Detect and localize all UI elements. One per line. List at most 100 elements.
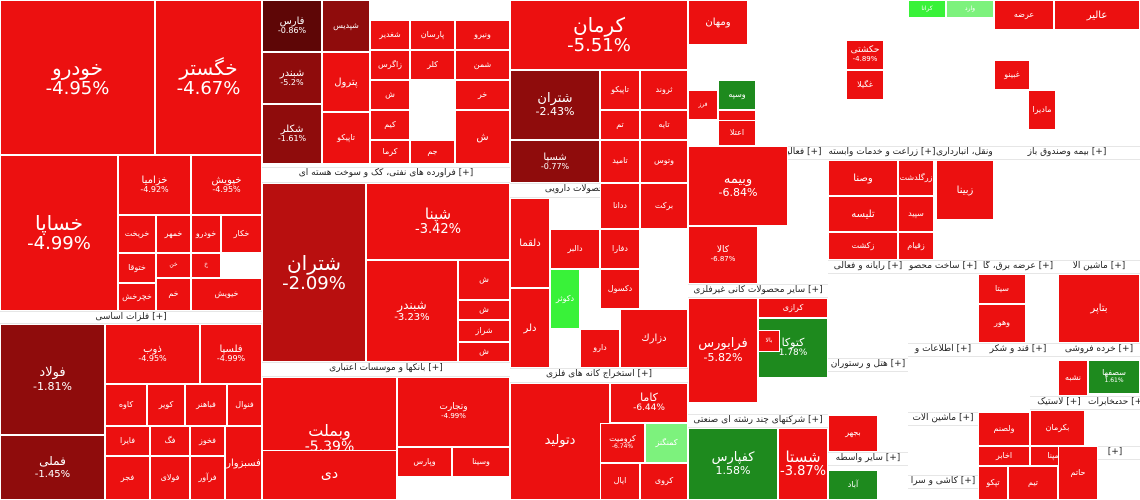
tile-فایرا[interactable]: فایرا xyxy=(105,426,150,456)
tile-کرما[interactable]: کرما xyxy=(370,140,410,164)
tile-خم[interactable]: خم xyxy=(156,278,191,311)
tile-شتران[interactable]: شتران -2.09% xyxy=(262,183,366,362)
tile-ومهان[interactable]: ومهان xyxy=(688,0,748,45)
tile-سصفها[interactable]: سصفها 1.61% xyxy=(1088,360,1140,394)
sector-label[interactable]: ماشین آلا [+] xyxy=(1058,260,1140,274)
tile-تاپیکو[interactable]: تاپیکو xyxy=(600,70,640,110)
tile-مادیرا[interactable]: مادیرا xyxy=(1028,90,1056,130)
sector-label[interactable]: زراعت و خدمات وابسته [+] xyxy=(828,146,936,160)
tile-غگیلا[interactable]: غگیلا xyxy=(846,70,884,100)
tile-تایه[interactable]: تایه xyxy=(640,110,688,140)
tile-حاتم[interactable]: حاتم xyxy=(1058,446,1098,500)
tile-دکوثر[interactable]: دکوثر xyxy=(550,269,580,329)
tile-فولاد[interactable]: فولاد -1.81% xyxy=(0,324,105,435)
tile-وتوس[interactable]: وتوس xyxy=(640,140,688,183)
tile-وبیمه[interactable]: وبیمه -6.84% xyxy=(688,146,788,226)
tile-شپدیس[interactable]: شپدیس xyxy=(322,0,370,52)
sector-label[interactable]: مخابرات [+] xyxy=(1088,396,1118,410)
tile-خپویش[interactable]: خپویش -4.95% xyxy=(191,155,262,215)
tile-اخابر[interactable]: اخابر xyxy=(978,446,1030,466)
tile-دلقما[interactable]: دلقما xyxy=(510,198,550,288)
tile-زرگلدشت[interactable]: زرگلدشت xyxy=(898,160,934,196)
tile-خریخت[interactable]: خریخت xyxy=(118,215,156,253)
tile-جم[interactable]: جم xyxy=(410,140,455,164)
tile-فلسپا[interactable]: فلسپا -4.99% xyxy=(200,324,262,384)
tile-تلیسه[interactable]: تلیسه xyxy=(828,196,898,232)
tile-خمهر[interactable]: خمهر xyxy=(156,215,191,253)
tile-وپارس[interactable]: وپارس xyxy=(397,447,452,477)
tile-وتجارت[interactable]: وتجارت -4.99% xyxy=(397,377,510,447)
tile-دفارا[interactable]: دفارا xyxy=(600,229,640,269)
tile-کیم[interactable]: کیم xyxy=(370,110,410,140)
sector-label[interactable]: لاستیک [+] xyxy=(1030,396,1088,410)
tile-کلر[interactable]: کلر xyxy=(410,50,455,80)
tile-خساپا[interactable]: خساپا -4.99% xyxy=(0,155,118,311)
tile-کرمان[interactable]: کرمان -5.51% xyxy=(510,0,688,70)
sector-label[interactable]: حد [+] xyxy=(1118,396,1140,410)
sector-label[interactable]: [+] xyxy=(1090,446,1140,460)
tile-خودرو[interactable]: خودرو -4.95% xyxy=(0,0,155,155)
sector-label[interactable]: فلزات اساسی [+] xyxy=(0,311,262,324)
tile-خگستر[interactable]: خگستر -4.67% xyxy=(155,0,262,155)
sector-label[interactable]: فراورده های نفتی، کک و سوخت هسته ای [+] xyxy=(262,167,510,183)
tile-شکلر[interactable]: شکلر -1.61% xyxy=(262,104,322,164)
tile-کاوه[interactable]: کاوه xyxy=(105,384,147,426)
sector-label[interactable]: استخراج کانه های فلزی [+] xyxy=(510,368,688,383)
sector-label[interactable]: خرده فروشی [+] xyxy=(1058,343,1140,357)
tile-بتاپر[interactable]: بتاپر xyxy=(1058,274,1140,343)
tile-شپنا[interactable]: شپنا -3.42% xyxy=(366,183,510,260)
tile-نشبه[interactable]: نشبه xyxy=(1058,360,1088,396)
tile-کالا[interactable]: کالا -6.87% xyxy=(688,226,758,284)
tile-خزامیا[interactable]: خزامیا -4.92% xyxy=(118,155,191,215)
tile-بالا[interactable]: بالا xyxy=(758,330,780,352)
tile-وارد[interactable]: وارد xyxy=(946,0,994,18)
sector-label[interactable]: بانکها و موسسات اعتباری [+] xyxy=(262,362,510,377)
tile-کرازی[interactable]: کرازی xyxy=(758,298,828,318)
tile-تاپیکو[interactable]: تاپیکو xyxy=(322,112,370,164)
tile-دی[interactable]: دی xyxy=(262,450,397,500)
tile-شراز[interactable]: شراز xyxy=(458,320,510,342)
tile-وسپه[interactable]: وسپه xyxy=(718,80,756,110)
tile-خچرخش[interactable]: خچرخش xyxy=(118,283,156,311)
sector-label[interactable]: رایانه و فعالی [+] xyxy=(828,260,908,274)
tile-کرومیت[interactable]: کرومیت -6.74% xyxy=(600,423,645,463)
tile-فولای[interactable]: فولای xyxy=(150,456,190,500)
tile-فسبزوار[interactable]: فسبزوار xyxy=(225,426,262,500)
tile-کمنگنز[interactable]: کمنگنز xyxy=(645,423,688,463)
tile-وسینا[interactable]: وسینا xyxy=(452,447,510,477)
tile-کرانا[interactable]: کرانا xyxy=(908,0,946,18)
tile-دالبر[interactable]: دالبر xyxy=(550,229,600,269)
tile-شمن[interactable]: شمن xyxy=(455,50,510,80)
tile-وهور[interactable]: وهور xyxy=(978,304,1026,343)
tile-شبندر[interactable]: شبندر -3.23% xyxy=(366,260,458,362)
tile-دارو[interactable]: دارو xyxy=(580,329,620,368)
sector-label[interactable]: سایر محصولات کانی غیرفلزی [+] xyxy=(688,284,828,298)
sector-label[interactable]: بیمه وصندوق باز [+] xyxy=(994,146,1140,160)
tile-ختوقا[interactable]: ختوقا xyxy=(118,253,156,283)
sector-label[interactable]: سایر واسطه [+] xyxy=(828,452,908,466)
tile-فنوال[interactable]: فنوال xyxy=(227,384,262,426)
tile-عرضه[interactable]: عرضه xyxy=(994,0,1054,30)
tile-بجهر[interactable]: بجهر xyxy=(828,415,878,452)
tile-بکرمان[interactable]: بکرمان xyxy=(1030,410,1085,446)
tile-سپید[interactable]: سپید xyxy=(898,196,934,232)
tile-خکار[interactable]: خکار xyxy=(221,215,262,253)
tile-زکشت[interactable]: زکشت xyxy=(828,232,898,260)
tile-فرآور[interactable]: فرآور xyxy=(190,456,225,500)
tile-عالیر[interactable]: عالیر xyxy=(1054,0,1140,30)
tile-زبینا[interactable]: زبینا xyxy=(936,160,994,220)
tile-زقیام[interactable]: زقیام xyxy=(898,232,934,260)
tile-خودرو[interactable]: خودرو xyxy=(191,215,221,253)
tile-ش[interactable]: ش xyxy=(458,342,510,362)
tile-ش[interactable]: ش xyxy=(458,300,510,320)
sector-label[interactable]: کاشی و سرا [+] xyxy=(908,475,978,489)
tile-خر[interactable]: خر xyxy=(455,80,510,110)
sector-label[interactable]: ساخت محصو [+] xyxy=(908,260,978,274)
tile-فملی[interactable]: فملی -1.45% xyxy=(0,435,105,500)
tile-غبینو[interactable]: غبینو xyxy=(994,60,1030,90)
tile-آباد[interactable]: آباد xyxy=(828,470,878,500)
tile-حکشتی[interactable]: حکشتی -4.89% xyxy=(846,40,884,70)
tile-برکت[interactable]: برکت xyxy=(640,183,688,229)
tile-دکسول[interactable]: دکسول xyxy=(600,269,640,309)
tile-اعتلا[interactable]: اعتلا xyxy=(718,120,756,146)
